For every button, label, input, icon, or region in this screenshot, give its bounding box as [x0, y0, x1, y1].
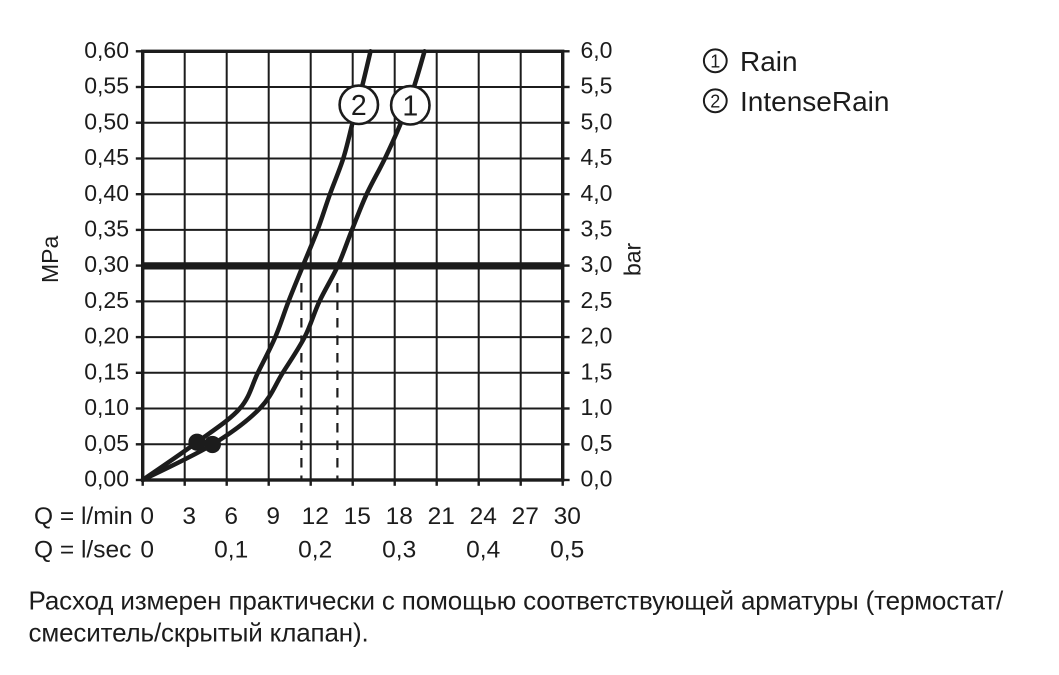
svg-text:Q = l/min: Q = l/min: [34, 503, 133, 530]
svg-text:2,0: 2,0: [581, 323, 613, 349]
svg-text:3,5: 3,5: [581, 216, 613, 242]
svg-text:0,30: 0,30: [84, 251, 129, 277]
svg-text:MPa: MPa: [37, 236, 63, 284]
svg-text:24: 24: [470, 503, 497, 530]
svg-text:0,0: 0,0: [581, 466, 613, 492]
svg-text:4,5: 4,5: [581, 144, 613, 170]
svg-text:0,45: 0,45: [84, 144, 129, 170]
svg-text:IntenseRain: IntenseRain: [740, 86, 889, 117]
svg-text:0,00: 0,00: [84, 466, 129, 492]
svg-text:0,10: 0,10: [84, 394, 129, 420]
svg-text:21: 21: [428, 503, 455, 530]
svg-text:1: 1: [710, 51, 720, 71]
svg-text:0,20: 0,20: [84, 323, 129, 349]
svg-text:0,5: 0,5: [550, 537, 584, 564]
svg-text:0: 0: [140, 503, 154, 530]
svg-text:0,40: 0,40: [84, 180, 129, 206]
svg-text:0,55: 0,55: [84, 73, 129, 99]
svg-text:0,15: 0,15: [84, 358, 129, 384]
svg-text:1,0: 1,0: [581, 394, 613, 420]
svg-text:27: 27: [512, 503, 539, 530]
svg-text:18: 18: [386, 503, 413, 530]
svg-text:0,3: 0,3: [382, 537, 416, 564]
svg-text:0,1: 0,1: [214, 537, 248, 564]
svg-text:15: 15: [344, 503, 371, 530]
svg-text:0,05: 0,05: [84, 430, 129, 456]
svg-text:2,5: 2,5: [581, 287, 613, 313]
svg-text:2: 2: [351, 90, 367, 122]
svg-text:0,2: 0,2: [298, 537, 332, 564]
svg-text:4,0: 4,0: [581, 180, 613, 206]
svg-text:Q = l/sec: Q = l/sec: [34, 537, 131, 564]
svg-text:0: 0: [140, 537, 154, 564]
svg-text:3,0: 3,0: [581, 251, 613, 277]
svg-text:1,5: 1,5: [581, 358, 613, 384]
svg-text:0,25: 0,25: [84, 287, 129, 313]
svg-text:3: 3: [182, 503, 196, 530]
svg-text:0,5: 0,5: [581, 430, 613, 456]
svg-text:0,35: 0,35: [84, 216, 129, 242]
svg-text:6,0: 6,0: [581, 37, 613, 63]
svg-text:5,0: 5,0: [581, 108, 613, 134]
svg-text:9: 9: [266, 503, 280, 530]
svg-text:30: 30: [554, 503, 581, 530]
svg-text:0,4: 0,4: [466, 537, 500, 564]
svg-text:смеситель/скрытый клапан).: смеситель/скрытый клапан).: [29, 617, 369, 647]
svg-text:5,5: 5,5: [581, 73, 613, 99]
svg-text:Расход измерен практически с п: Расход измерен практически с помощью соо…: [29, 586, 1005, 616]
svg-text:Rain: Rain: [740, 46, 798, 77]
svg-text:12: 12: [302, 503, 329, 530]
svg-text:0,50: 0,50: [84, 108, 129, 134]
svg-text:6: 6: [224, 503, 238, 530]
svg-text:2: 2: [710, 91, 720, 111]
svg-text:1: 1: [402, 91, 418, 123]
svg-text:bar: bar: [620, 242, 646, 276]
svg-text:0,60: 0,60: [84, 37, 129, 63]
